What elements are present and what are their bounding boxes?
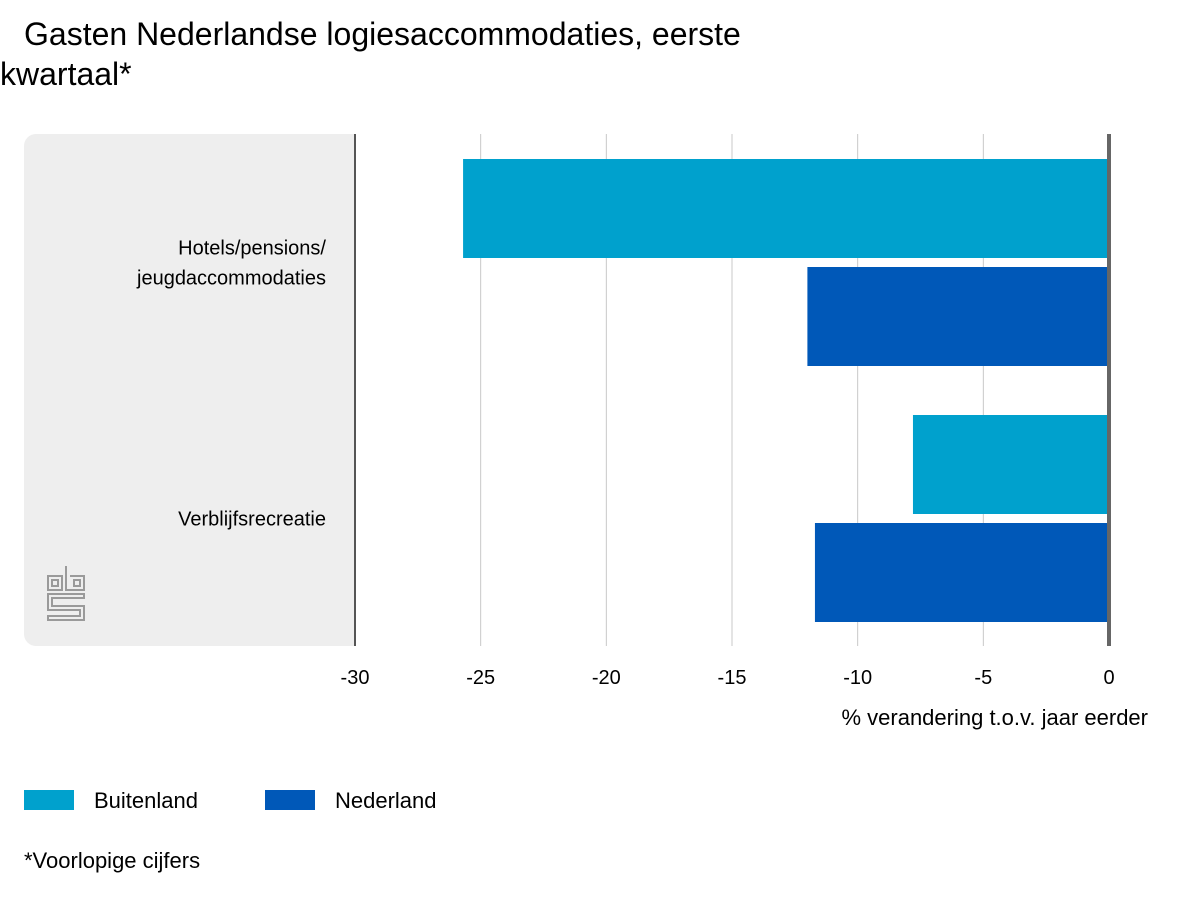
x-tick-label: -30 <box>341 667 370 689</box>
legend-swatch-nederland <box>265 790 315 810</box>
x-tick-label: -25 <box>466 667 495 689</box>
cbs-logo-icon <box>47 566 85 621</box>
bar-buitenland-1 <box>912 415 1109 514</box>
category-label-panel <box>24 134 355 646</box>
bars <box>463 159 1109 622</box>
x-tick-label: -10 <box>843 667 872 689</box>
bar-buitenland-0 <box>463 159 1109 258</box>
category-labels: Hotels/pensions/jeugdaccommodaties Verbli… <box>136 238 326 531</box>
axes <box>354 134 1111 646</box>
legend-label-buitenland: Buitenland <box>94 788 198 813</box>
chart-title: Gasten Nederlandse logiesaccommodaties, … <box>0 16 741 92</box>
footnote: *Voorlopige cijfers <box>24 848 201 873</box>
x-tick-label: -15 <box>718 667 747 689</box>
category-label: Hotels/pensions/jeugdaccommodaties <box>136 238 326 290</box>
x-tick-label: -20 <box>592 667 621 689</box>
category-label: Verblijfsrecreatie <box>178 509 326 531</box>
bar-nederland-1 <box>814 523 1109 622</box>
bar-nederland-0 <box>807 267 1109 366</box>
x-axis-label: % verandering t.o.v. jaar eerder <box>841 705 1148 730</box>
tick-labels: -30 -25 -20 -15 -10 -5 0 <box>341 667 1115 689</box>
x-tick-label: -5 <box>974 667 992 689</box>
x-tick-label: 0 <box>1103 667 1114 689</box>
legend-swatch-buitenland <box>24 790 74 810</box>
legend-label-nederland: Nederland <box>335 788 437 813</box>
